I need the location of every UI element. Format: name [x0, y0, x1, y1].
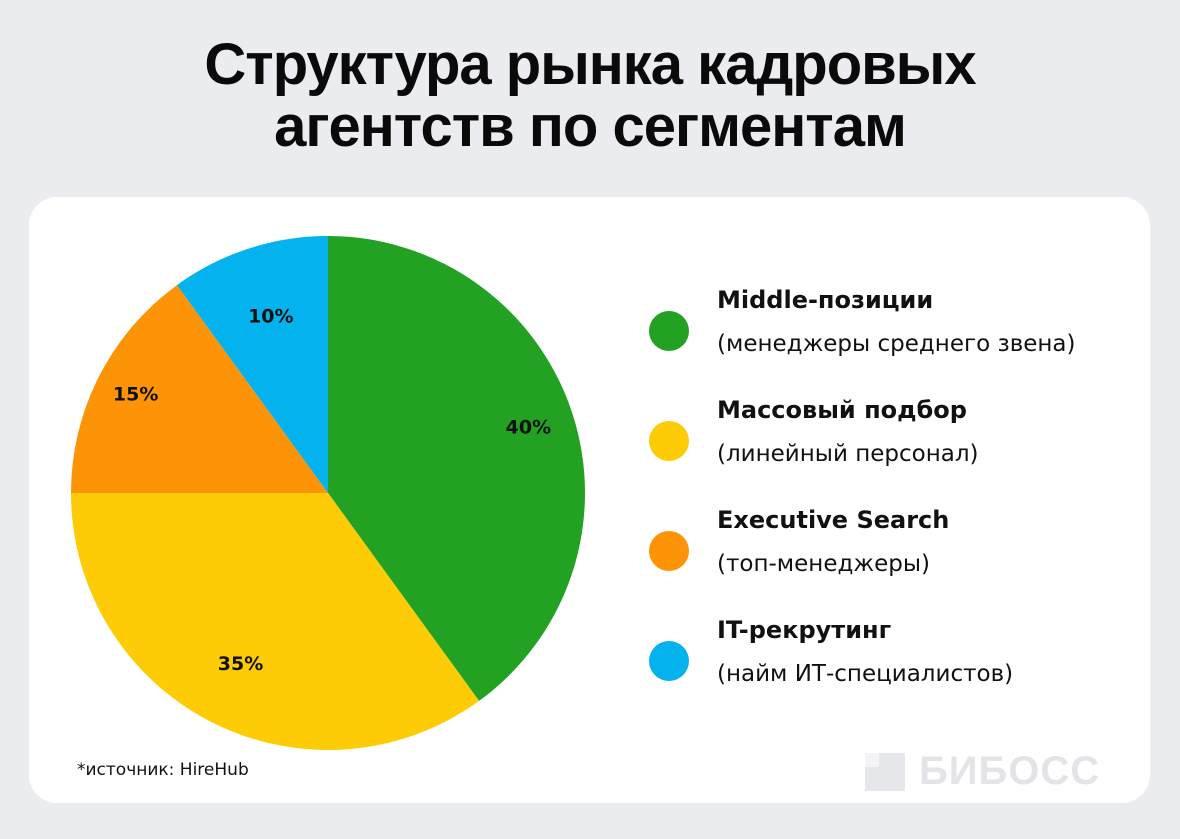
pie-label-mass: 35% [218, 653, 263, 675]
legend-swatch-mass [649, 421, 689, 461]
legend-swatch-it [649, 641, 689, 681]
legend-sublabel-it: (найм ИТ-специалистов) [717, 661, 1014, 687]
pie-chart: 40% 35% 15% 10% [71, 236, 586, 751]
pie-slice-middle [328, 236, 586, 701]
legend-sublabel-middle: (менеджеры среднего звена) [717, 331, 1076, 357]
source-note: *источник: HireHub [77, 760, 249, 780]
legend-swatch-executive [649, 531, 689, 571]
logo-text: БИБОСС [919, 749, 1101, 793]
pie-label-executive: 15% [113, 383, 158, 405]
chart-title-line-2: агентств по сегментам [274, 94, 907, 159]
chart-card: 40% 35% 15% 10% Middle-позиции (менеджеры с… [29, 197, 1150, 803]
pie-label-it: 10% [248, 306, 293, 328]
pie-label-middle: 40% [506, 416, 551, 438]
legend-label-mass: Массовый подбор [717, 396, 967, 424]
legend-swatch-middle [649, 311, 689, 351]
legend-label-middle: Middle-позиции [717, 286, 934, 314]
chart-title-line-1: Структура рынка кадровых [204, 32, 976, 97]
pie-slice-it [176, 236, 328, 493]
pie-slice-executive [71, 285, 328, 493]
legend-sublabel-executive: (топ-менеджеры) [717, 551, 930, 577]
legend-sublabel-mass: (линейный персонал) [717, 441, 979, 467]
pie-slice-mass [71, 493, 480, 751]
legend-label-executive: Executive Search [717, 506, 950, 534]
chart-title: Структура рынка кадровых агентств по сег… [0, 34, 1180, 158]
legend-label-it: IT-рекрутинг [717, 616, 892, 644]
brand-logo: БИБОСС [865, 749, 1100, 794]
logo-icon [865, 752, 905, 791]
